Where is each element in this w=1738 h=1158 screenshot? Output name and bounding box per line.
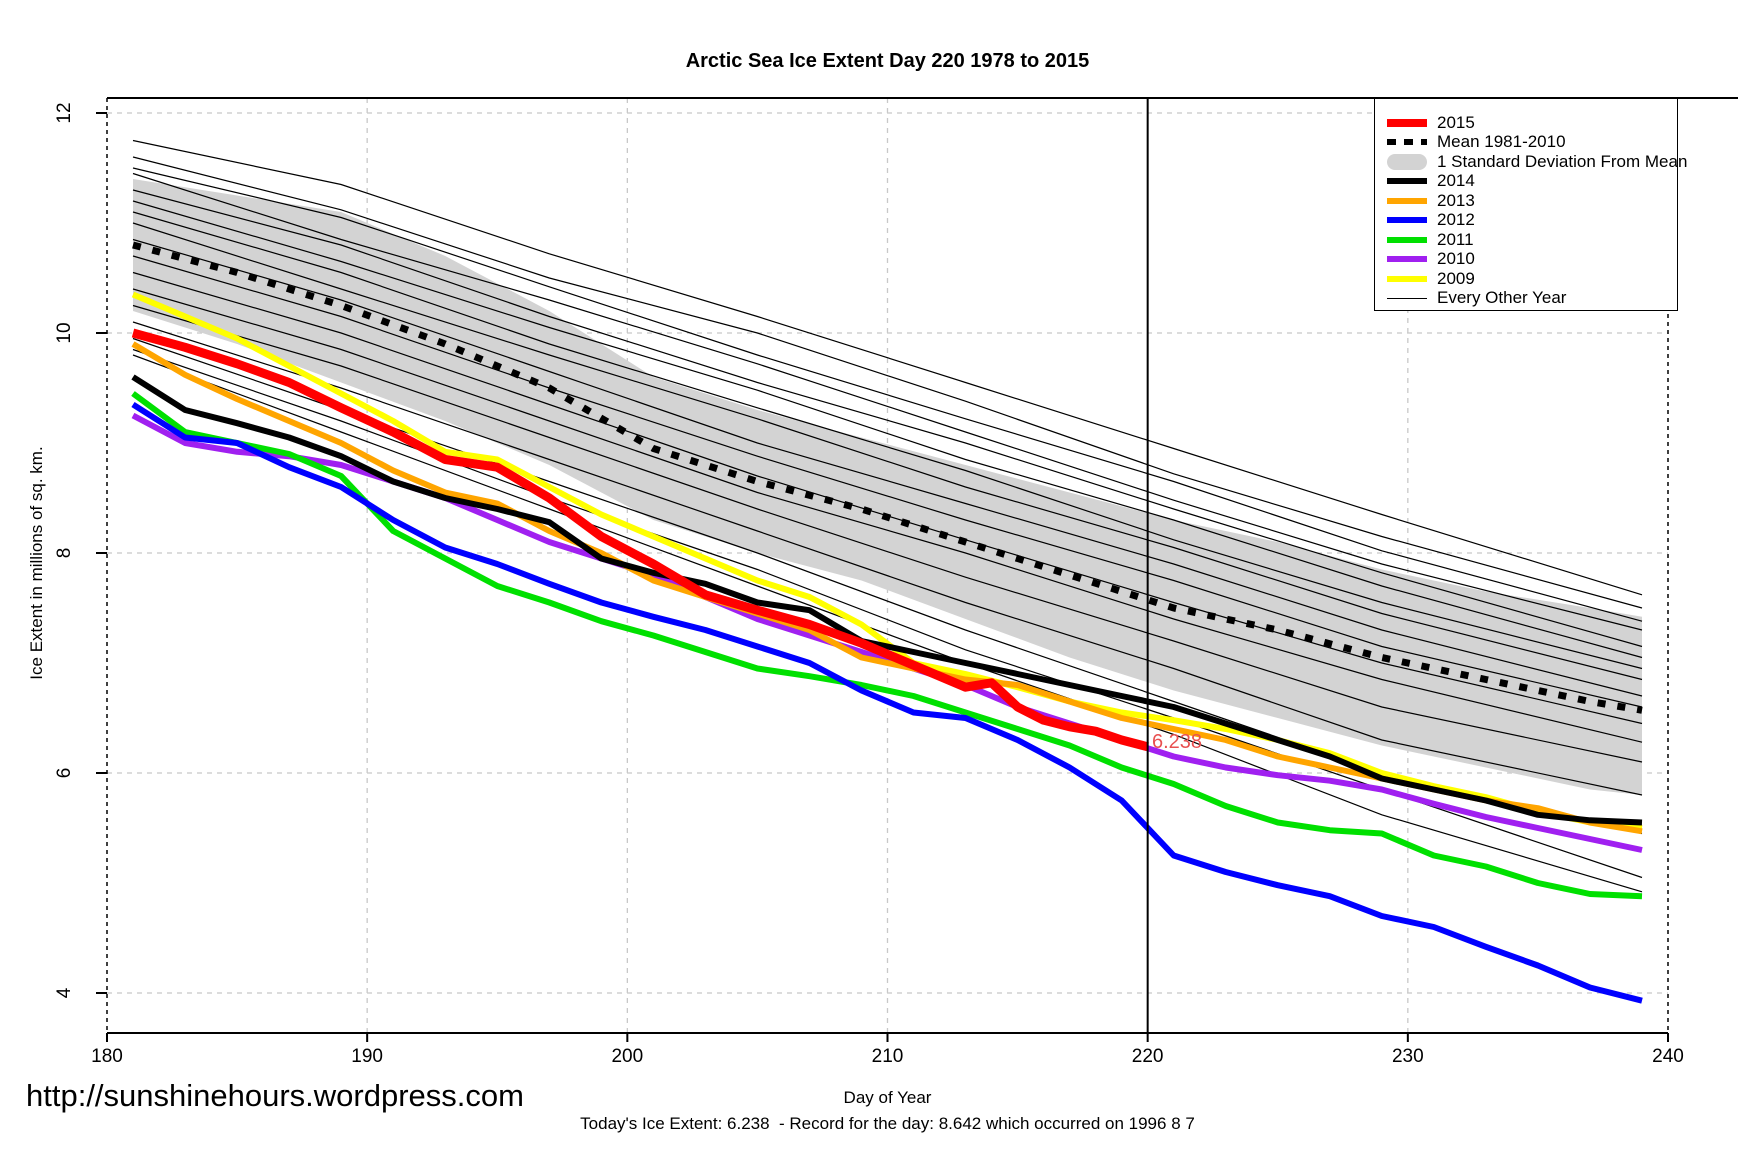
legend-item-2015: 2015 [1387, 113, 1677, 133]
legend-swatch [1387, 236, 1427, 243]
other-year-line [132, 304, 1643, 763]
series-2015 [131, 328, 1149, 752]
legend-label: 2013 [1437, 190, 1475, 210]
other-year-line [132, 156, 1643, 609]
legend-swatch [1387, 275, 1427, 282]
other-year-line [132, 348, 1643, 879]
other-year-line [132, 172, 1643, 631]
legend-swatch [1387, 297, 1427, 299]
legend-swatch [1387, 256, 1427, 263]
other-year-line [132, 189, 1643, 648]
legend-swatch [1387, 118, 1427, 127]
other-year-line [132, 211, 1643, 670]
x-tick-label-180: 180 [91, 1046, 123, 1067]
x-tick-label-210: 210 [871, 1046, 904, 1067]
legend-label: 2009 [1437, 268, 1475, 288]
legend-swatch [1387, 153, 1427, 170]
legend-label: 2014 [1437, 171, 1475, 191]
legend-item-1-standard-deviation-from-mean: 1 Standard Deviation From Mean [1387, 152, 1687, 172]
legend-label: Every Other Year [1437, 288, 1567, 308]
legend-item-2010: 2010 [1387, 249, 1677, 270]
x-tick-label-220: 220 [1131, 1046, 1164, 1067]
series-2014 [131, 374, 1643, 826]
other-year-line [132, 200, 1643, 659]
footer-url: http://sunshinehours.wordpress.com [26, 1078, 524, 1113]
x-tick-label-240: 240 [1652, 1046, 1684, 1067]
legend: 2015 Mean 1981-2010 1 Standard Deviation F… [1374, 98, 1687, 311]
legend-swatch [1387, 178, 1427, 185]
legend-item-2012: 2012 [1387, 210, 1677, 231]
legend-swatch [1387, 217, 1427, 224]
y-tick-label-6: 6 [54, 767, 75, 779]
other-year-line [132, 321, 1643, 796]
other-year-line [132, 255, 1643, 708]
std-deviation-band [133, 179, 1642, 795]
legend-label: Mean 1981-2010 [1437, 132, 1566, 152]
x-tick-label-200: 200 [611, 1046, 644, 1067]
today-value-annotation: 6.238 [1152, 731, 1203, 753]
series-2011 [131, 391, 1643, 900]
other-year-line [132, 288, 1643, 743]
chart-title: Arctic Sea Ice Extent Day 220 1978 to 20… [685, 50, 1090, 72]
legend-item-2013: 2013 [1387, 191, 1677, 211]
legend-label: 2010 [1437, 249, 1475, 269]
legend-item-2009: 2009 [1387, 269, 1677, 289]
footer-status-line: Today's Ice Extent: 6.238 - Record for t… [580, 1114, 1195, 1133]
legend-label: 2011 [1437, 229, 1474, 249]
legend-item-2011: 2011 [1387, 230, 1677, 250]
legend-item-mean-1981-2010: Mean 1981-2010 [1387, 132, 1677, 153]
footer-center: Day of Year Today's Ice Extent: 6.238 - … [107, 1088, 1668, 1134]
legend-swatch [1387, 197, 1427, 204]
other-year-line [132, 238, 1643, 697]
legend-label: 2015 [1437, 112, 1475, 132]
y-axis-title: Ice Extent in millions of sq. km. [27, 446, 46, 680]
other-year-line [132, 139, 1643, 596]
series-2012 [131, 401, 1643, 1004]
legend-label: 1 Standard Deviation From Mean [1437, 151, 1688, 171]
legend-item-every-other-year: Every Other Year [1387, 288, 1677, 309]
y-tick-label-4: 4 [54, 987, 75, 999]
legend-item-2014: 2014 [1387, 171, 1677, 192]
y-tick-label-12: 12 [54, 102, 75, 124]
y-tick-label-10: 10 [54, 322, 75, 344]
legend-label: 2012 [1437, 210, 1475, 230]
x-tick-label-190: 190 [351, 1046, 383, 1067]
other-year-line [132, 222, 1643, 681]
x-tick-label-230: 230 [1391, 1046, 1424, 1067]
x-axis-title: Day of Year [843, 1088, 932, 1107]
other-year-line [132, 271, 1643, 725]
other-year-line [132, 167, 1643, 622]
y-tick-label-8: 8 [54, 547, 75, 559]
legend-swatch [1387, 139, 1427, 146]
